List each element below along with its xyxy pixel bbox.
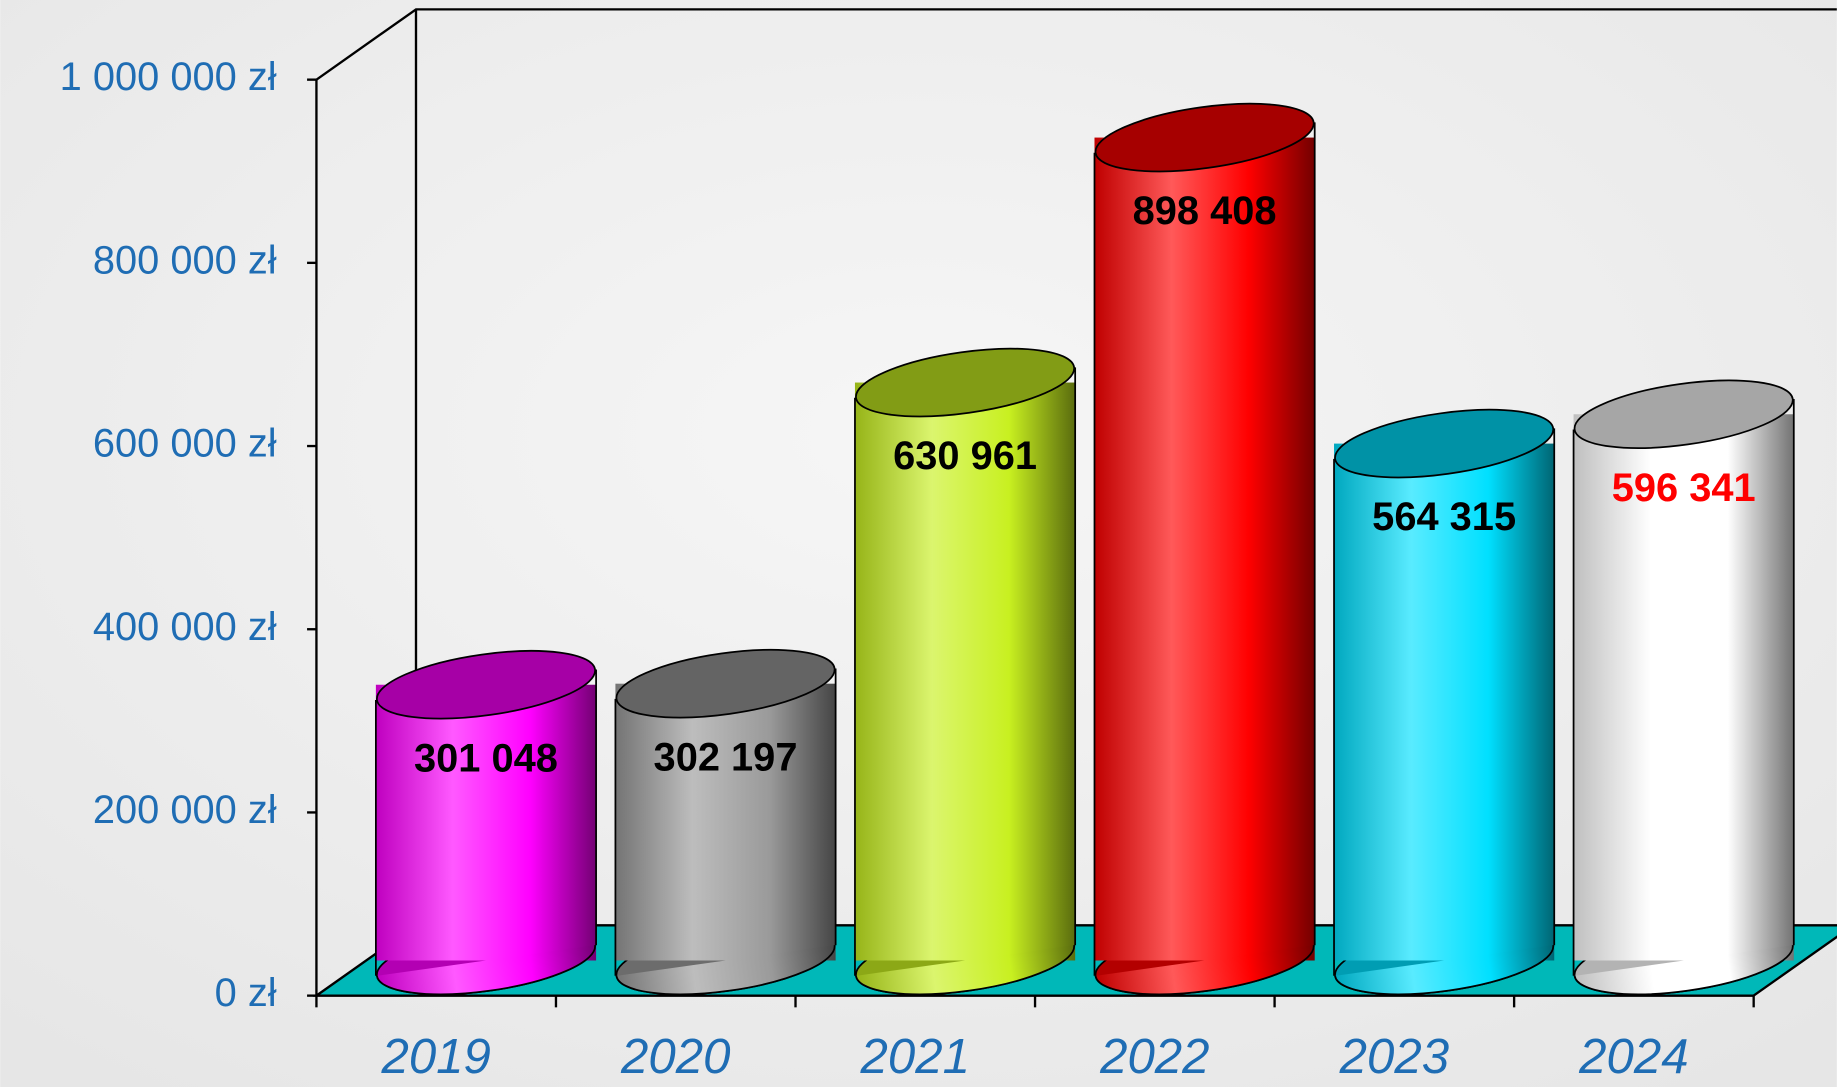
bar [854, 347, 1077, 996]
y-tick-label: 0 zł [215, 971, 277, 1015]
bar [614, 648, 837, 996]
x-tick-label: 2022 [1099, 1029, 1209, 1084]
bar-outline [1333, 428, 1556, 976]
bar-outline [375, 669, 597, 976]
value-label: 564 315 [1372, 495, 1516, 539]
x-tick-label: 2020 [620, 1029, 730, 1084]
bar-top [375, 650, 596, 720]
bar-top [855, 347, 1076, 418]
y-tick-label: 800 000 zł [93, 238, 277, 282]
bar-body [854, 382, 1076, 961]
bar-top [1094, 102, 1315, 173]
value-label: 302 197 [654, 735, 798, 779]
bar [1093, 102, 1316, 996]
value-label: 630 961 [893, 434, 1037, 478]
y-tick-label: 400 000 zł [93, 605, 277, 649]
bar [1572, 379, 1795, 996]
value-label: 596 341 [1612, 466, 1756, 510]
bar-front-bottom [376, 945, 596, 996]
bar-front-bottom [855, 945, 1075, 996]
bar-outline [854, 367, 1077, 976]
bar-outline [614, 668, 837, 976]
bar [375, 650, 597, 996]
bar-body [1573, 414, 1794, 961]
bar-front-bottom [1573, 945, 1794, 996]
value-label: 301 048 [414, 736, 558, 780]
x-tick-label: 2024 [1578, 1029, 1688, 1084]
bar-front-bottom [1094, 945, 1315, 996]
bar-front-bottom [1334, 945, 1555, 996]
bar-body [615, 683, 836, 961]
bar [1333, 408, 1556, 996]
bar-body [1094, 137, 1315, 961]
y-tick-label: 200 000 zł [93, 788, 277, 832]
y-tick-label: 600 000 zł [93, 422, 277, 466]
x-tick-label: 2023 [1339, 1029, 1449, 1084]
y-tick-label: 1 000 000 zł [60, 55, 277, 99]
x-tick-label: 2021 [860, 1029, 970, 1084]
value-label: 898 408 [1133, 189, 1277, 233]
bar-top [615, 648, 836, 719]
bar-top [1334, 408, 1555, 479]
x-tick-label: 2019 [380, 1029, 490, 1084]
bar-front-bottom [615, 945, 836, 996]
bar-body [1334, 443, 1555, 961]
bar-body [375, 684, 597, 961]
bar-outline [1093, 122, 1316, 976]
bar-outline [1572, 399, 1795, 976]
bar-top [1573, 379, 1794, 449]
